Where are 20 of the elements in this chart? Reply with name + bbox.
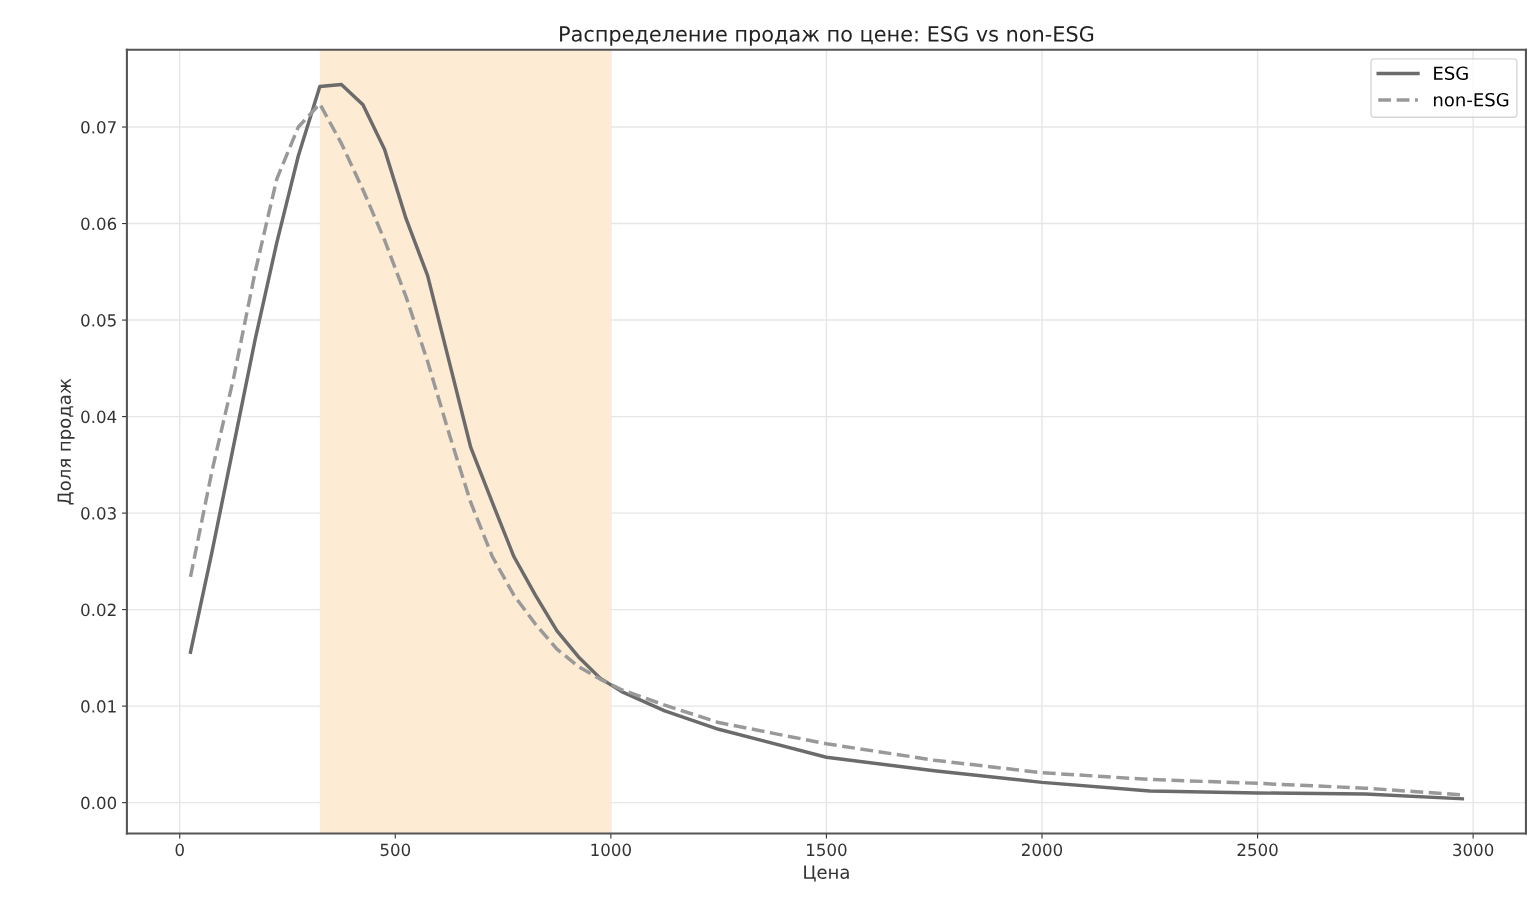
x-tick-label: 0 (175, 843, 184, 857)
x-tick-label: 1500 (807, 843, 847, 857)
x-tick-label: 3000 (1453, 843, 1494, 857)
y-tick-label: 0.06 (81, 217, 117, 231)
y-tick-label: 0.03 (81, 507, 116, 520)
legend-label: non-ESG (1434, 92, 1509, 107)
y-tick-label: 0.07 (81, 121, 116, 134)
legend-label: ESG (1434, 66, 1468, 81)
y-tick-label: 0.01 (81, 700, 116, 713)
chart-title: Распределение продаж по цене: ESG vs non-ESG (560, 26, 1094, 46)
x-tick-label: 2500 (1237, 843, 1278, 857)
x-tick-label: 2000 (1022, 843, 1063, 857)
y-axis-title: Доля продаж (57, 378, 75, 505)
y-tick-label: 0.04 (81, 410, 117, 424)
y-tick-label: 0.02 (81, 603, 116, 617)
x-axis-title: Цена (804, 865, 849, 882)
x-tick-label: 500 (380, 843, 411, 857)
x-tick-label: 1000 (591, 843, 631, 857)
y-tick-label: 0.00 (81, 796, 117, 810)
y-tick-label: 0.05 (81, 314, 116, 327)
